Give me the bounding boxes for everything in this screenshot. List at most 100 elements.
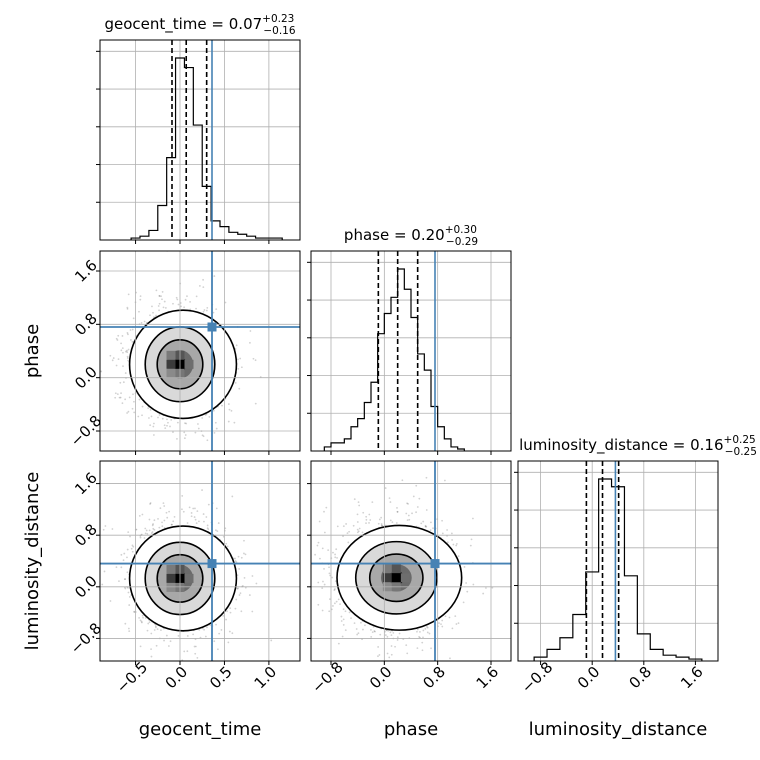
scatter-point — [148, 529, 151, 532]
scatter-point — [118, 396, 121, 399]
scatter-point — [133, 611, 136, 614]
scatter-point — [188, 506, 191, 509]
scatter-point — [485, 587, 487, 589]
scatter-point — [249, 330, 252, 332]
scatter-point — [201, 417, 204, 419]
density-cell — [391, 573, 401, 583]
scatter-point — [334, 553, 336, 556]
scatter-point — [371, 501, 374, 504]
scatter-point — [132, 317, 135, 320]
scatter-point — [131, 328, 134, 331]
scatter-point — [406, 661, 408, 663]
scatter-point — [170, 418, 173, 421]
scatter-point — [168, 510, 170, 513]
scatter-point — [171, 523, 173, 526]
scatter-point — [407, 514, 410, 517]
scatter-point — [415, 511, 417, 514]
scatter-point — [186, 650, 189, 653]
scatter-point — [350, 617, 352, 620]
scatter-point — [167, 645, 170, 647]
scatter-point — [362, 511, 365, 514]
scatter-point — [124, 398, 127, 401]
scatter-point — [194, 645, 197, 648]
scatter-point — [153, 528, 156, 531]
scatter-point — [254, 402, 257, 405]
scatter-point — [327, 549, 330, 552]
scatter-point — [123, 552, 126, 555]
scatter-point — [183, 306, 186, 309]
scatter-point — [144, 532, 147, 535]
scatter-point — [386, 635, 389, 638]
x-tick-label: 0.0 — [366, 663, 396, 693]
scatter-point — [161, 298, 163, 301]
scatter-point — [314, 553, 316, 556]
scatter-point — [148, 417, 150, 419]
scatter-point — [331, 576, 334, 579]
scatter-point — [143, 537, 146, 539]
scatter-point — [348, 611, 351, 614]
scatter-point — [120, 566, 123, 569]
scatter-point — [165, 511, 168, 514]
scatter-point — [156, 628, 159, 631]
scatter-point — [153, 422, 155, 425]
scatter-point — [173, 515, 176, 518]
histogram-geocent_time — [130, 57, 283, 240]
gridlines — [100, 251, 300, 451]
scatter-point — [115, 337, 118, 340]
scatter-point — [124, 372, 127, 374]
scatter-point — [116, 393, 119, 395]
scatter-point — [186, 522, 189, 524]
scatter-point — [206, 439, 209, 442]
2d-panel-luminosity_distance_vs_geocent_time: −0.5 0.0 0.5 1.0−0.80.00.81.6 — [67, 460, 301, 697]
scatter-point — [155, 314, 157, 317]
scatter-point — [186, 635, 189, 637]
scatter-point — [380, 516, 383, 519]
scatter-point — [416, 506, 419, 508]
scatter-point — [405, 644, 408, 647]
scatter-point — [368, 513, 371, 516]
scatter-point — [155, 644, 158, 647]
scatter-point — [126, 548, 129, 551]
panel-title-geocent_time: geocent_time = 0.07+0.23 −0.16 — [104, 13, 295, 37]
scatter-point — [165, 634, 168, 637]
scatter-point — [158, 414, 161, 416]
scatter-point — [205, 516, 208, 518]
scatter-point — [466, 590, 469, 593]
scatter-point — [176, 298, 179, 301]
scatter-point — [137, 415, 140, 418]
scatter-point — [342, 608, 345, 611]
scatter-point — [243, 576, 246, 579]
scatter-point — [361, 531, 364, 534]
x-tick-label: 0.8 — [419, 663, 449, 693]
scatter-point — [195, 295, 198, 298]
scatter-point — [127, 293, 130, 296]
scatter-point — [234, 557, 237, 560]
scatter-point — [234, 381, 237, 384]
scatter-point — [214, 421, 217, 424]
scatter-point — [184, 422, 186, 425]
scatter-point — [234, 607, 237, 610]
scatter-point — [328, 566, 330, 569]
scatter-point — [161, 291, 164, 293]
scatter-point — [356, 528, 359, 531]
scatter-point — [239, 592, 242, 595]
scatter-point — [193, 516, 196, 518]
scatter-point — [196, 656, 199, 659]
scatter-point — [166, 516, 169, 519]
scatter-point — [192, 633, 195, 636]
scatter-point — [159, 507, 162, 510]
scatter-point — [220, 629, 223, 631]
scatter-point — [115, 566, 118, 569]
scatter-point — [138, 514, 141, 517]
scatter-point — [202, 513, 205, 515]
scatter-point — [336, 525, 339, 528]
scatter-point — [238, 594, 241, 596]
scatter-point — [147, 407, 150, 410]
scatter-point — [140, 620, 143, 623]
scatter-point — [396, 636, 399, 639]
scatter-point — [373, 630, 376, 632]
scatter-point — [151, 524, 154, 527]
panel-content — [100, 251, 300, 451]
scatter-point — [162, 502, 165, 504]
